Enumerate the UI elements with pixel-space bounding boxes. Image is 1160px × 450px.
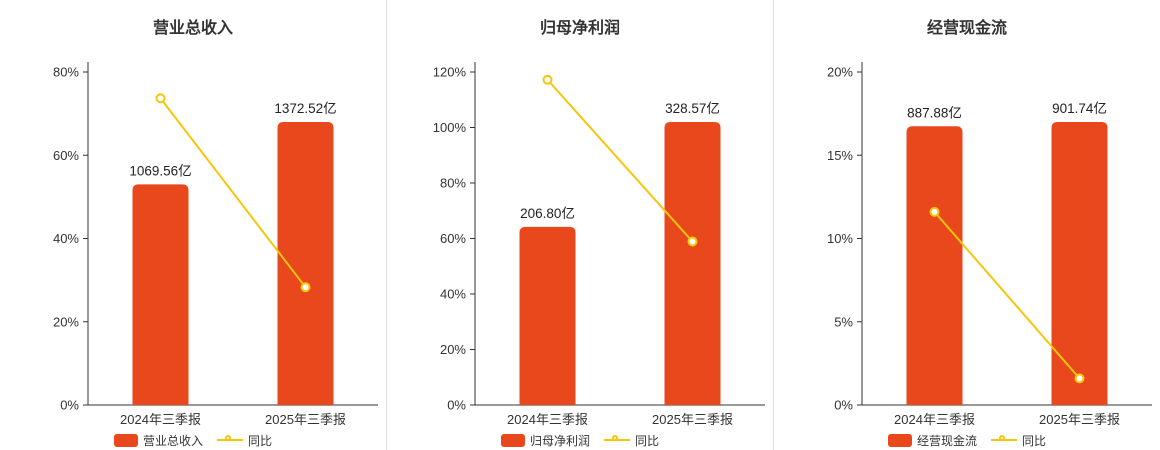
line-series-marker [217,434,243,446]
y-tick-label: 20% [440,342,466,357]
legend-item-line[interactable]: 同比 [991,432,1046,449]
yoy-line-point [542,74,553,85]
chart-plot-operating-cashflow: 0% 5% 10% 15% 20% 887.88亿 2024年三季报 901.74亿 2025年… [827,62,1152,427]
line-series-label: 同比 [635,433,660,448]
bar-value-label: 206.80亿 [520,206,575,221]
yoy-line-point [155,93,166,104]
yoy-line-point [687,236,698,247]
yoy-line-point [1074,373,1085,384]
bar-series-label: 归母净利润 [529,433,590,448]
bar-value-label: 1069.56亿 [129,163,191,178]
panel-net-profit: 归母净利润 0% 20% 40% 60% 80% 100% 120% 206.80亿 2024年… [386,0,773,450]
line-series-marker [991,434,1017,446]
line-series-marker [604,434,630,446]
bar [664,121,721,405]
chart-title: 营业总收入 [152,20,233,37]
y-tick-label: 80% [53,65,79,80]
yoy-line-point [300,282,311,293]
legend-item-line[interactable]: 同比 [604,432,659,449]
panel-operating-cashflow: 经营现金流 0% 5% 10% 15% 20% 887.88亿 2024年三季报 901.74… [773,0,1160,450]
chart-legend: 营业总收入 同比 [0,430,386,450]
y-tick-label: 20% [827,65,853,80]
y-tick-label: 60% [440,231,466,246]
x-category-label: 2025年三季报 [1039,412,1120,427]
y-tick-label: 40% [53,231,79,246]
line-marker-dot [612,435,618,441]
yoy-line [933,211,1081,380]
yoy-line [159,97,307,288]
bar [1051,121,1108,405]
legend-item-bar[interactable]: 经营现金流 [887,432,977,449]
y-tick-label: 100% [433,120,467,135]
y-tick-label: 80% [440,176,466,191]
y-tick-label: 0% [60,398,79,413]
chart-plot-total-revenue: 0% 20% 40% 60% 80% 1069.56亿 2024年三季报 1372.52亿 20… [53,62,378,427]
y-tick-label: 0% [447,398,466,413]
y-tick-label: 10% [827,231,853,246]
bar [519,226,576,405]
bar-value-label: 901.74亿 [1052,101,1107,116]
y-tick-label: 0% [834,398,853,413]
y-tick-label: 40% [440,287,466,302]
y-tick-label: 20% [53,314,79,329]
x-category-label: 2024年三季报 [894,412,975,427]
chart-title: 归母净利润 [539,20,620,37]
x-category-label: 2025年三季报 [265,412,346,427]
y-tick-label: 120% [433,65,467,80]
bar-series-label: 经营现金流 [916,433,977,448]
line-marker-dot [999,435,1005,441]
line-series-label: 同比 [248,433,273,448]
bar-series-swatch [887,433,912,447]
yoy-line-point [929,206,940,217]
chart-plot-net-profit: 0% 20% 40% 60% 80% 100% 120% 206.80亿 2024年三季报 328… [433,62,765,427]
legend-item-bar[interactable]: 营业总收入 [113,432,203,449]
chart-title: 经营现金流 [926,20,1007,37]
chart-legend: 归母净利润 同比 [387,430,773,450]
yoy-line [546,79,694,243]
bar-value-label: 887.88亿 [907,105,962,120]
bar [277,121,334,405]
bar [132,184,189,405]
y-tick-label: 15% [827,148,853,163]
chart-legend: 经营现金流 同比 [774,430,1160,450]
x-category-label: 2025年三季报 [652,412,733,427]
bar-value-label: 1372.52亿 [274,101,336,116]
legend-item-bar[interactable]: 归母净利润 [500,432,590,449]
x-category-label: 2024年三季报 [507,412,588,427]
legend-item-line[interactable]: 同比 [217,432,272,449]
y-tick-label: 5% [834,314,853,329]
bar-series-label: 营业总收入 [142,433,203,448]
bar-series-swatch [113,433,138,447]
line-marker-dot [225,435,231,441]
bar-value-label: 328.57亿 [665,101,720,116]
bar [906,126,963,405]
bar-series-swatch [500,433,525,447]
line-series-label: 同比 [1022,433,1047,448]
panel-total-revenue: 营业总收入 0% 20% 40% 60% 80% 1069.56亿 2024年三季报 1372… [0,0,386,450]
x-category-label: 2024年三季报 [120,412,201,427]
y-tick-label: 60% [53,148,79,163]
